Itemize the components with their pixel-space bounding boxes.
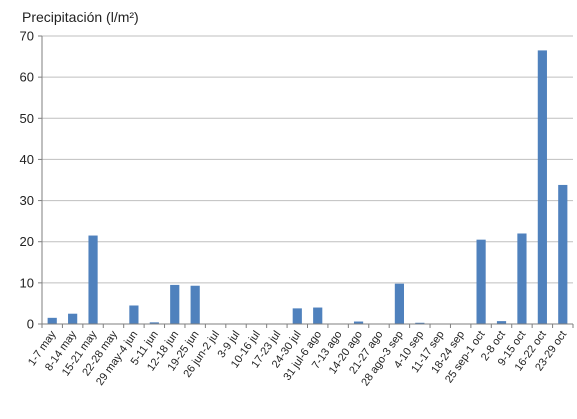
chart-title: Precipitación (l/m²) [22,9,139,25]
bar [47,317,57,324]
bar [190,285,200,324]
bar [149,322,159,324]
y-tick-label: 0 [27,317,34,332]
bar [353,321,364,324]
gridlines [42,35,573,284]
y-tick-label: 50 [20,111,34,126]
bar [496,321,507,324]
bar [558,184,568,324]
y-tick-label: 60 [20,70,34,85]
bar [313,307,323,324]
y-tick-label: 30 [20,193,34,208]
y-tick-label: 70 [20,29,34,44]
bars [47,50,568,325]
bar [394,283,404,324]
y-tick-label: 10 [20,275,34,290]
y-tick-label: 40 [20,152,34,167]
bar [292,308,302,324]
bar [517,233,527,324]
bar [88,235,98,324]
y-tick-label: 20 [20,234,34,249]
bar [129,305,139,324]
bar [415,322,425,324]
bar [68,313,78,324]
y-axis-ticks: 0 10 20 30 40 50 60 70 [20,29,42,332]
bar [476,239,486,324]
bar [537,50,547,325]
bar [170,284,180,324]
